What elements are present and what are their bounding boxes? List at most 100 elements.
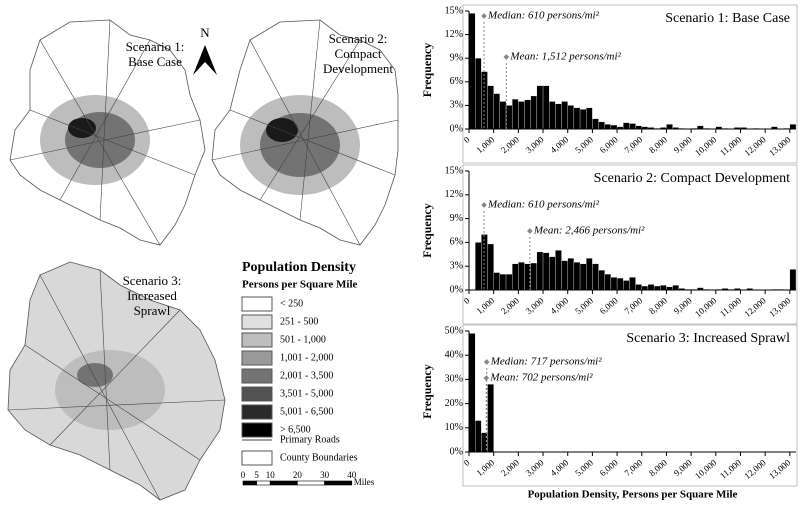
map-title: Increased <box>127 288 177 303</box>
x-tick-label: 2,000 <box>499 134 521 155</box>
bar <box>549 256 556 291</box>
bar <box>536 251 544 291</box>
x-tick-label: 4,000 <box>548 457 570 478</box>
annotation-label: Median: 610 persons/mi² <box>487 10 600 22</box>
bar <box>604 124 612 130</box>
y-tick-label: 50% <box>445 325 463 336</box>
y-tick-label: 12% <box>445 29 463 40</box>
x-tick-label: 13,000 <box>767 134 793 158</box>
y-tick-label: 15% <box>445 5 463 16</box>
scale-label: 40 <box>347 470 357 480</box>
bar <box>487 243 494 291</box>
chart-title: Scenario 1: Base Case <box>665 11 790 26</box>
bar <box>647 284 655 291</box>
bar <box>530 95 538 130</box>
annotation-marker <box>483 375 490 381</box>
bar <box>573 107 581 130</box>
bar <box>499 273 507 291</box>
x-tick-label: 0 <box>462 457 472 468</box>
legend-swatch <box>241 386 273 402</box>
scale-label: 10 <box>266 470 276 480</box>
density-zone <box>55 350 165 430</box>
x-tick-label: 12,000 <box>742 134 768 158</box>
x-tick-label: 0 <box>462 295 472 306</box>
y-axis-label: Frequency <box>420 364 434 418</box>
bar <box>468 13 476 130</box>
annotation-label: Mean: 702 persons/mi² <box>489 372 593 384</box>
bar <box>555 103 562 130</box>
x-tick-label: 10,000 <box>693 457 719 481</box>
legend-swatch <box>241 350 273 366</box>
bar <box>610 124 618 130</box>
density-zone <box>77 363 113 387</box>
north-arrow <box>193 45 205 75</box>
bar <box>610 277 618 291</box>
bar <box>567 105 575 130</box>
bar <box>499 101 507 130</box>
bar <box>567 258 575 291</box>
scale-label: 30 <box>320 470 330 480</box>
north-arrow <box>205 45 217 75</box>
x-tick-label: 11,000 <box>718 295 744 319</box>
panel-frame <box>462 4 798 164</box>
legend-roads: Primary Roads <box>280 434 340 445</box>
map-title: Compact <box>335 46 382 61</box>
x-tick-label: 12,000 <box>742 457 768 481</box>
x-tick-label: 7,000 <box>622 457 644 478</box>
y-tick-label: 10% <box>445 422 463 433</box>
x-tick-label: 5,000 <box>573 134 595 155</box>
y-tick-label: 0% <box>450 123 463 134</box>
y-tick-label: 3% <box>450 260 463 271</box>
map-scenario-1 <box>9 19 206 246</box>
scale-segment <box>269 480 298 486</box>
annotation-marker <box>483 359 490 365</box>
bar <box>512 98 519 130</box>
legend-swatch <box>241 404 273 420</box>
panel-frame <box>462 324 798 487</box>
map-title: Base Case <box>128 54 182 69</box>
x-tick-label: 6,000 <box>598 457 620 478</box>
bar <box>493 272 500 291</box>
x-tick-label: 8,000 <box>647 295 669 316</box>
bar <box>505 273 513 291</box>
north-label: N <box>200 25 210 40</box>
bar <box>536 85 544 130</box>
legend-swatch <box>241 422 273 438</box>
map-scenario-2 <box>211 19 399 246</box>
legend-title: Population Density <box>242 260 356 275</box>
bar <box>604 273 612 291</box>
x-tick-label: 5,000 <box>573 457 595 478</box>
annotation-marker <box>503 54 510 60</box>
x-tick-label: 13,000 <box>767 457 793 481</box>
roads <box>9 19 201 246</box>
bar <box>623 122 630 130</box>
legend-swatch <box>241 296 273 312</box>
chart-title: Scenario 2: Compact Development <box>594 171 790 186</box>
x-tick-label: 9,000 <box>672 134 694 155</box>
x-tick-label: 3,000 <box>524 457 546 478</box>
legend-label: 3,501 - 5,000 <box>280 388 333 399</box>
y-tick-label: 6% <box>450 237 463 248</box>
x-tick-label: 12,000 <box>742 295 768 319</box>
bar <box>653 285 661 291</box>
scale-label: 20 <box>293 470 303 480</box>
x-tick-label: 6,000 <box>598 134 620 155</box>
annotation-label: Median: 610 persons/mi² <box>487 199 600 211</box>
bar <box>475 420 482 453</box>
scale-segment <box>256 480 271 486</box>
x-tick-label: 11,000 <box>718 134 744 158</box>
bar <box>487 85 494 130</box>
bar <box>512 263 519 291</box>
bar <box>505 105 513 130</box>
bar <box>530 262 538 291</box>
x-tick-label: 8,000 <box>647 134 669 155</box>
legend-counties: County Boundaries <box>280 452 358 463</box>
scale-label: 0 <box>241 470 246 480</box>
y-tick-label: 20% <box>445 398 463 409</box>
roads <box>7 269 226 501</box>
map-title: Scenario 2: <box>329 31 388 46</box>
bar <box>616 277 624 291</box>
bar <box>518 101 525 130</box>
bar <box>542 252 550 291</box>
bar <box>487 384 494 453</box>
